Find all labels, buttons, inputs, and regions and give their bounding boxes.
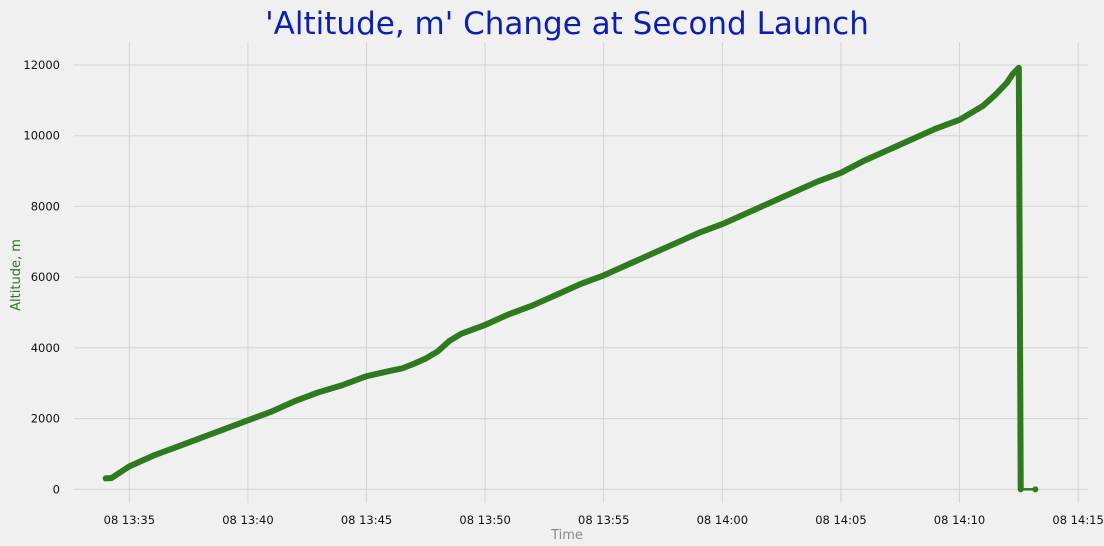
data-point [423,355,429,362]
data-point [601,272,607,278]
y-axis-label: Altitude, m [9,239,24,311]
data-point [956,117,963,123]
tick-labels: 0 2000 4000 6000 8000 10000 12000 08 13:35 08 13… [23,58,1103,527]
x-tick-label: 08 13:35 [104,513,155,527]
grid-lines [74,42,1088,503]
data-point [838,170,844,176]
data-point [340,382,346,388]
data-point [174,444,180,450]
data-series [102,64,1039,493]
data-point [553,292,559,298]
data-point [648,251,654,257]
y-tick-label: 2000 [31,412,60,426]
y-tick-label: 8000 [31,199,60,213]
data-point [992,92,998,98]
data-point [482,322,488,328]
data-point [458,331,465,337]
data-point [1004,80,1010,86]
data-point [1016,65,1022,71]
data-point [577,281,583,287]
data-point [767,200,773,206]
data-point [245,417,251,423]
chart-title: 'Altitude, m' Change at Second Launch [265,6,869,42]
x-tick-label: 08 13:55 [578,513,629,527]
data-point [506,311,512,317]
x-axis-label: Time [550,528,583,543]
data-point [446,338,453,344]
data-point [126,463,132,469]
data-point [529,302,536,309]
x-tick-label: 08 14:15 [1052,513,1103,527]
y-tick-label: 10000 [23,129,60,143]
data-point [719,221,725,227]
data-point [862,157,868,164]
data-point [790,189,797,195]
data-point [1032,486,1039,492]
data-point [269,408,275,415]
data-point [150,453,156,459]
data-point [1010,71,1016,77]
data-point [103,475,109,481]
y-tick-label: 4000 [31,341,60,355]
data-point [814,179,820,185]
data-point [399,365,405,371]
x-tick-label: 08 13:40 [222,513,273,527]
y-tick-label: 6000 [31,270,60,284]
data-point [696,230,702,236]
data-point [672,240,678,247]
data-point [411,361,417,367]
x-tick-label: 08 14:00 [697,513,748,527]
data-point [197,435,204,441]
x-tick-label: 08 14:05 [815,513,866,527]
data-point [316,389,322,395]
data-point [363,373,370,379]
data-point [221,426,227,432]
x-tick-label: 08 14:10 [934,513,985,527]
data-point [108,475,115,481]
data-point [909,136,915,142]
data-point [387,368,393,374]
data-point [933,126,939,132]
data-point [292,398,298,404]
x-tick-label: 08 13:45 [341,513,392,527]
data-point [624,262,631,268]
y-tick-label: 0 [53,482,60,496]
data-point [743,210,749,217]
data-point [435,348,441,355]
data-point [1018,486,1024,492]
data-point [980,103,986,109]
x-tick-label: 08 13:50 [459,513,510,527]
data-point [885,147,891,153]
y-tick-label: 12000 [23,58,60,72]
